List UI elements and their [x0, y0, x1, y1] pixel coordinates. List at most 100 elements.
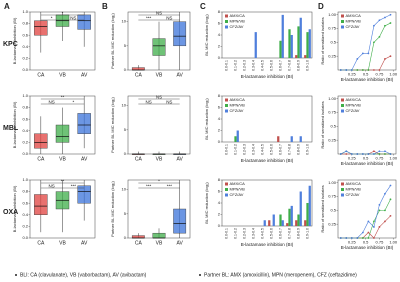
legend-label: AMX/CA	[230, 13, 246, 18]
bullet	[199, 274, 201, 276]
bar	[304, 55, 307, 58]
point	[361, 52, 364, 55]
point	[350, 237, 353, 239]
bar	[306, 32, 309, 58]
point	[367, 220, 370, 223]
legend-swatch	[341, 193, 344, 197]
x-tick-label: VB	[156, 240, 163, 246]
box	[173, 21, 187, 47]
y-axis-title: BL MIC reduction (log₂)	[204, 14, 209, 56]
y-tick-label: 1.0	[22, 93, 28, 98]
sig-label: NS	[156, 10, 162, 15]
x-tick-label: 0.75	[376, 156, 385, 161]
x-tick-label: CA	[37, 156, 45, 162]
point	[373, 41, 375, 44]
y-tick-label: 0	[218, 55, 221, 60]
sig-label: **	[61, 94, 65, 99]
x-tick-label: 0.6-0.7	[278, 228, 282, 239]
y-axis-title: Ratio of sensitized isolates	[320, 17, 325, 64]
box	[77, 14, 91, 30]
y-tick-label: 0.75	[328, 194, 337, 199]
y-tick-label: 6	[218, 21, 221, 26]
x-axis-title: B-lactamase inhibition (BI)	[341, 161, 394, 166]
sig-label: NS	[49, 183, 55, 188]
y-tick-label: 0.4	[22, 212, 28, 217]
y-tick-label: 0.5	[330, 207, 336, 212]
bar	[263, 220, 266, 226]
legend-swatch	[225, 109, 228, 113]
point	[356, 153, 359, 155]
sig-label: ***	[146, 183, 152, 188]
point	[356, 69, 359, 71]
y-axis-title: B-lactamase inhibition (BI)	[12, 185, 17, 232]
x-tick-label: CA	[135, 240, 143, 246]
box	[152, 38, 166, 56]
point	[345, 69, 348, 71]
legend-label: CFZ/AV	[230, 24, 244, 29]
sig-label: *	[158, 178, 160, 183]
bullet	[15, 274, 17, 276]
point	[378, 209, 381, 212]
point	[378, 226, 381, 228]
y-tick-label: 1.0	[22, 9, 28, 14]
box	[131, 67, 145, 71]
y-tick-label: 0	[218, 139, 221, 144]
point	[389, 215, 392, 217]
point	[384, 58, 386, 60]
point	[373, 237, 375, 239]
point	[389, 153, 392, 155]
point	[389, 13, 392, 16]
point	[339, 69, 342, 71]
legend-swatch	[225, 25, 228, 29]
panel-label: B	[102, 2, 108, 11]
sig-label: *	[72, 99, 74, 104]
y-tick-label: 6	[218, 189, 221, 194]
y-tick-label: 0.8	[22, 105, 28, 110]
point	[361, 153, 364, 155]
point	[367, 69, 370, 71]
legend-swatch	[341, 109, 344, 113]
footnote: BLI: CA (clavulanate), VB (vaborbactam),…	[20, 272, 147, 278]
bar	[288, 208, 291, 226]
legend-swatch	[225, 14, 228, 18]
point	[367, 153, 370, 155]
point	[384, 150, 386, 153]
y-tick-label: 0.5	[330, 123, 336, 128]
y-tick-label: 1.00	[328, 12, 337, 17]
point	[389, 55, 392, 58]
bar	[299, 17, 302, 58]
sig-label: NS	[70, 15, 76, 20]
y-tick-label: 0.0	[22, 67, 28, 72]
y-tick-label: 0.75	[328, 110, 337, 115]
point	[373, 153, 375, 155]
y-tick-label: 1.00	[328, 96, 337, 101]
box	[34, 133, 48, 149]
series-line	[340, 185, 391, 239]
bar	[299, 136, 302, 142]
legend-swatch	[341, 14, 344, 18]
point	[350, 69, 353, 71]
x-tick-label: 0.2-0.3	[242, 60, 246, 71]
legend-swatch	[341, 104, 344, 107]
x-tick-label: CA	[135, 156, 143, 162]
point	[378, 35, 381, 38]
box	[34, 20, 48, 36]
x-tick-label: AV	[177, 156, 184, 162]
panel-label: C	[200, 2, 206, 11]
sig-label: *	[62, 10, 64, 15]
x-tick-label: 0.8-0.9	[296, 60, 300, 71]
x-tick-label: 0.75	[376, 72, 385, 77]
plot-frame	[127, 95, 191, 155]
x-tick-label: 0.1-0.2	[233, 144, 237, 155]
y-tick-label: 0	[124, 151, 127, 156]
y-axis-title: Ratio of sensitized isolates	[320, 101, 325, 148]
x-tick-label: CA	[37, 240, 45, 246]
y-axis-title: Partner BL MIC reduction (log₂)	[110, 181, 115, 237]
y-tick-label: 5	[124, 211, 127, 216]
legend-label: AMX/CA	[346, 181, 362, 186]
series-line	[340, 55, 391, 71]
x-tick-label: 0.6-0.7	[278, 144, 282, 155]
x-tick-label: 1.00	[389, 240, 398, 245]
point	[361, 237, 364, 239]
x-tick-label: AV	[177, 240, 184, 246]
